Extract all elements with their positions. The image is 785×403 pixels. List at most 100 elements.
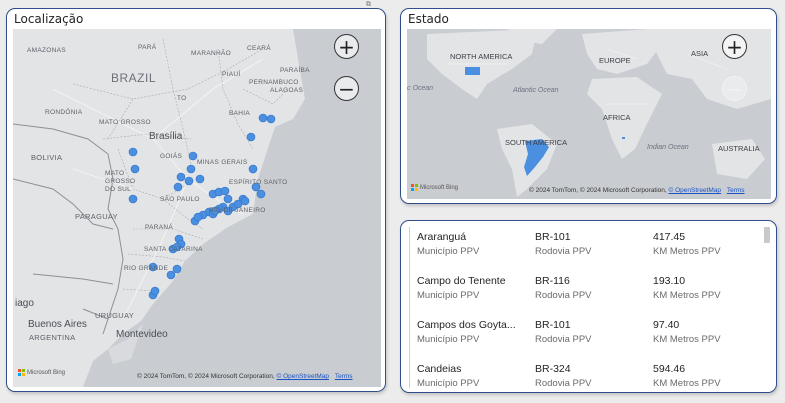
estado-zoom-in-button[interactable]: + [722,34,747,59]
list-scrollbar-thumb[interactable] [764,227,770,243]
km-value: 594.46 [653,363,686,375]
focus-mode-icon[interactable]: ⧉ [366,0,371,8]
rodovia-value: BR-324 [535,363,571,375]
ppv-table-card: Araranguá Município PPV BR-101 Rodovia PPV 4… [400,220,777,393]
openstreetmap-link[interactable]: © OpenStreetMap [276,373,330,380]
location-point[interactable] [148,262,158,272]
km-value: 417.45 [653,231,686,243]
label-maranhao: MARANHÃO [191,50,231,57]
country-lines [447,48,728,105]
label-minas: MINAS GERAIS [197,159,248,166]
location-point[interactable] [150,286,160,296]
municipio-value: Candeias [417,363,462,375]
highlight-north-america [465,67,480,75]
label-asia: ASIA [691,49,709,58]
country-borders [13,123,124,335]
location-point[interactable] [186,164,196,174]
microsoft-logo-icon [411,184,418,191]
table-row[interactable]: Campos dos Goyta... Município PPV BR-101 Ro… [409,315,760,359]
label-rondonia: RONDÔNIA [45,109,83,116]
location-point[interactable] [172,264,182,274]
table-row[interactable]: Araranguá Município PPV BR-101 Rodovia PPV 4… [409,227,760,271]
location-point[interactable] [184,176,194,186]
label-europe: EUROPE [599,56,631,65]
openstreetmap-link[interactable]: © OpenStreetMap [668,187,722,194]
highlight-brazil [524,139,549,176]
location-point[interactable] [173,182,183,192]
terms-link[interactable]: Terms [334,373,353,380]
estado-map-attribution: © 2024 TomTom, © 2024 Microsoft Corporat… [529,187,745,194]
bing-logo-text: Microsoft Bing [27,369,66,376]
label-atlantic: Atlantic Ocean [513,87,559,94]
estado-zoom-out-button[interactable]: − [722,76,747,101]
location-point[interactable] [266,114,276,124]
label-argentina: ARGENTINA [29,333,76,342]
location-point[interactable] [176,172,186,182]
label-uruguay: URUGUAY [95,311,135,320]
rodovia-label: Rodovia PPV [535,378,592,388]
km-value: 97.40 [653,319,680,331]
label-para: PARÁ [138,44,157,51]
municipio-value: Campos dos Goyta... [417,319,516,331]
label-tocantins: TO [177,95,187,102]
location-point[interactable] [195,174,205,184]
location-point[interactable] [246,132,256,142]
location-point[interactable] [166,270,176,280]
location-point[interactable] [256,189,266,199]
location-point[interactable] [223,206,233,216]
label-rio-grande: RIO GRANDE [124,265,169,272]
attribution-text: © 2024 TomTom, © 2024 Microsoft Corporat… [529,187,667,194]
municipio-value: Campo do Tenente [417,275,506,287]
municipio-label: Município PPV [417,290,480,301]
bing-logo-text: Microsoft Bing [420,184,459,191]
zoom-out-button[interactable]: − [334,76,359,101]
attribution-text: © 2024 TomTom, © 2024 Microsoft Corporat… [137,373,275,380]
location-point[interactable] [130,164,140,174]
highlight-africa-dot [622,137,625,139]
label-ms: MATO GROSSO DO SUL [105,170,136,193]
rodovia-cell: BR-324 Rodovia PPV [535,363,592,388]
location-point[interactable] [128,194,138,204]
location-point[interactable] [233,199,243,209]
table-row[interactable]: Candeias Município PPV BR-324 Rodovia PPV 59… [409,359,760,388]
km-label: KM Metros PPV [653,334,721,345]
estado-map-card: Estado NORTH AMERICA EUROPE [400,8,777,204]
label-ocean-left: c Ocean [407,85,434,92]
km-label: KM Metros PPV [653,378,721,388]
estado-map[interactable]: NORTH AMERICA EUROPE ASIA Atlantic Ocean… [407,29,771,199]
localizacao-map[interactable]: AMAZONAS PARÁ MARANHÃO CEARÁ PARAÍBA PIA… [13,29,381,387]
label-alagoas: ALAGOAS [270,87,304,94]
location-point[interactable] [251,182,261,192]
label-paraiba: PARAÍBA [280,67,310,74]
localizacao-title: Localização [14,12,84,26]
location-point[interactable] [248,164,258,174]
zoom-in-button[interactable]: + [334,34,359,59]
rodovia-cell: BR-116 Rodovia PPV [535,275,592,301]
location-point[interactable] [223,194,233,204]
terms-link[interactable]: Terms [726,187,745,194]
rodovia-cell: BR-101 Rodovia PPV [535,319,592,345]
location-point[interactable] [188,151,198,161]
location-point[interactable] [220,186,230,196]
label-bolivia: BOLIVIA [31,153,63,162]
estado-bing-logo: Microsoft Bing [411,184,458,191]
label-indian: Indian Ocean [647,144,689,151]
location-point[interactable] [172,242,182,252]
label-pernambuco: PERNAMBUCO [249,79,299,86]
label-brazil: BRAZIL [111,71,157,85]
label-brasilia: Brasília [149,131,183,142]
label-amazonas: AMAZONAS [27,47,66,54]
municipio-value: Araranguá [417,231,467,243]
ppv-list[interactable]: Araranguá Município PPV BR-101 Rodovia PPV 4… [409,227,760,388]
map-attribution: © 2024 TomTom, © 2024 Microsoft Corporat… [137,373,353,380]
municipio-cell: Campos dos Goyta... Município PPV [417,319,516,345]
label-rio: RIO DE JANEIRO [209,207,266,214]
label-goias: GOIÁS [160,153,183,160]
location-point[interactable] [128,147,138,157]
location-point[interactable] [193,212,203,222]
location-point[interactable] [258,113,268,123]
table-row[interactable]: Campo do Tenente Município PPV BR-116 Rodov… [409,271,760,315]
label-africa: AFRICA [603,113,631,122]
location-point[interactable] [210,206,220,216]
south-america-land [13,29,305,387]
